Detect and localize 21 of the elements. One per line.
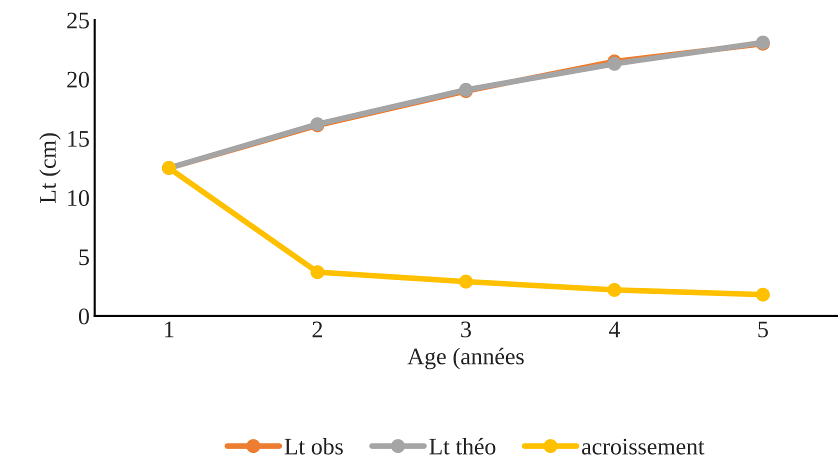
x-tick-label: 5 <box>758 322 768 338</box>
point <box>756 288 770 302</box>
x-tick-label: 2 <box>312 322 322 338</box>
x-tick-label: 1 <box>165 322 174 338</box>
y-tick-label: 5 <box>79 249 89 266</box>
y-tick-label: 10 <box>68 190 89 206</box>
point <box>607 282 622 297</box>
legend-label: Lt obs <box>284 438 343 455</box>
x-tick-label: 4 <box>608 322 620 338</box>
x-tick-label: 3 <box>461 322 471 338</box>
y-tick-label: 20 <box>67 72 89 88</box>
legend-label: acroissement <box>582 438 704 455</box>
point <box>458 274 473 289</box>
y-axis-title: Lt (cm) <box>39 133 61 204</box>
point <box>310 265 324 280</box>
point <box>607 56 622 71</box>
y-tick-label: 15 <box>68 131 89 147</box>
y-tick-label: 0 <box>78 308 89 324</box>
legend-label: Lt théo <box>429 438 496 455</box>
y-tick-label: 25 <box>67 12 89 28</box>
x-axis-title: Age (années <box>407 348 524 370</box>
